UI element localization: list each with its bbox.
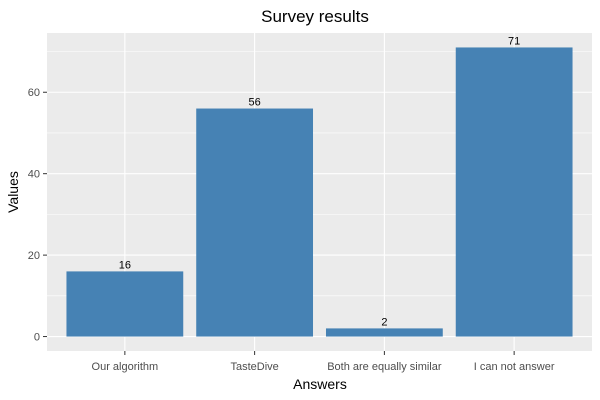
y-tick-label: 40 — [28, 169, 40, 181]
y-axis-title: Values — [5, 171, 21, 213]
x-tick-label: Our algorithm — [92, 361, 159, 373]
bar — [325, 328, 443, 337]
x-axis: Our algorithm TasteDive Both are equally s… — [92, 351, 555, 373]
data-label: 56 — [248, 97, 260, 109]
bar — [66, 271, 184, 337]
x-tick-label: Both are equally similar — [327, 361, 442, 373]
bars-layer — [66, 47, 573, 337]
data-label: 16 — [119, 259, 131, 271]
bar — [455, 47, 573, 337]
data-label: 71 — [508, 35, 520, 47]
y-axis: 0 20 40 60 — [28, 87, 47, 344]
x-tick-label: TasteDive — [230, 361, 278, 373]
data-labels-layer: 16 56 2 71 — [119, 35, 521, 328]
y-tick-label: 20 — [28, 250, 40, 262]
x-tick-label: I can not answer — [474, 361, 555, 373]
chart-title: Survey results — [261, 7, 369, 26]
y-tick-label: 0 — [34, 332, 40, 344]
data-label: 2 — [381, 316, 387, 328]
bar — [196, 108, 314, 337]
x-axis-title: Answers — [293, 376, 347, 392]
y-tick-label: 60 — [28, 87, 40, 99]
